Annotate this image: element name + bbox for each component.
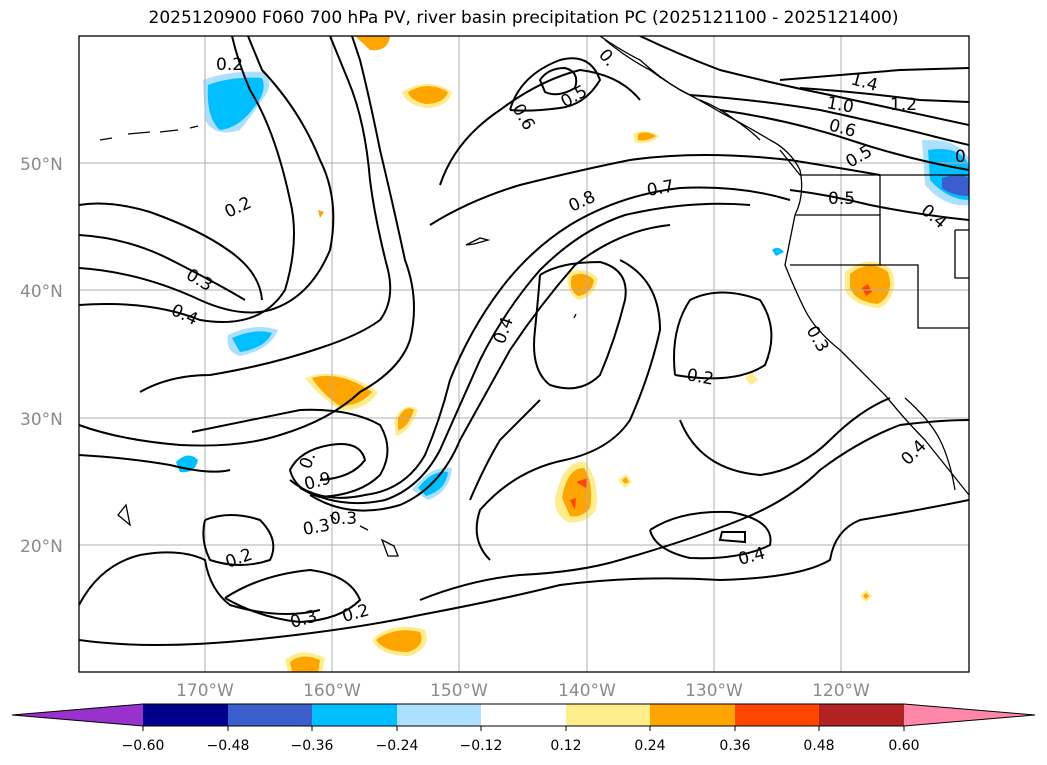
colorbar-extend-left bbox=[12, 704, 143, 726]
lat-label: 40°N bbox=[20, 282, 63, 302]
contour-label: 0.5 bbox=[828, 189, 855, 209]
lon-label: 120°W bbox=[812, 681, 870, 701]
colorbar-tick: 0.48 bbox=[803, 738, 834, 754]
contour-label: 0 bbox=[955, 147, 966, 167]
contour-label: 1.2 bbox=[890, 95, 917, 115]
lon-label: 160°W bbox=[303, 681, 361, 701]
colorbar-segment bbox=[819, 704, 904, 726]
contour-label: 0.3 bbox=[330, 509, 357, 529]
colorbar-tick: −0.60 bbox=[122, 738, 165, 754]
contour-label: 0.3 bbox=[301, 516, 331, 540]
lat-label: 20°N bbox=[20, 537, 63, 557]
map-title: 2025120900 F060 700 hPa PV, river basin … bbox=[148, 8, 899, 28]
colorbar-segment bbox=[481, 704, 566, 726]
graticule bbox=[79, 36, 969, 672]
colorbar-segment bbox=[735, 704, 819, 726]
latitude-labels: 50°N 40°N 30°N 20°N bbox=[20, 155, 63, 557]
lat-label: 30°N bbox=[20, 410, 63, 430]
colorbar-segment bbox=[312, 704, 397, 726]
contour-label: 0.7 bbox=[645, 177, 675, 201]
contour-label: 0.2 bbox=[216, 55, 243, 75]
lon-label: 150°W bbox=[430, 681, 488, 701]
contour-label: 0. bbox=[296, 450, 320, 472]
colorbar-segment bbox=[397, 704, 481, 726]
lon-label: 170°W bbox=[176, 681, 234, 701]
contour-label: 0.2 bbox=[685, 365, 715, 389]
colorbar-tick: 0.36 bbox=[719, 738, 750, 754]
lon-label: 140°W bbox=[558, 681, 616, 701]
map-area bbox=[79, 36, 969, 672]
colorbar-segment bbox=[143, 704, 228, 726]
lat-label: 50°N bbox=[20, 155, 63, 175]
colorbar-tick: −0.36 bbox=[291, 738, 334, 754]
map-border bbox=[78, 35, 970, 673]
colorbar-extend-right bbox=[904, 704, 1035, 726]
longitude-labels: 170°W 160°W 150°W 140°W 130°W 120°W bbox=[176, 681, 870, 701]
colorbar-tick: −0.48 bbox=[207, 738, 250, 754]
colorbar-tick: −0.24 bbox=[376, 738, 419, 754]
colorbar-tick: 0.12 bbox=[550, 738, 581, 754]
colorbar-tick: 0.60 bbox=[888, 738, 919, 754]
contour-label: 1.0 bbox=[825, 93, 855, 117]
colorbar-segment bbox=[566, 704, 650, 726]
colorbar: −0.60 −0.48 −0.36 −0.24 −0.12 0.12 0.24 … bbox=[11, 703, 1036, 754]
lon-label: 130°W bbox=[685, 681, 743, 701]
pv-contours bbox=[79, 36, 969, 646]
colorbar-tick: 0.24 bbox=[634, 738, 665, 754]
colorbar-segment bbox=[650, 704, 735, 726]
colorbar-tick: −0.12 bbox=[460, 738, 503, 754]
colorbar-segment bbox=[228, 704, 312, 726]
